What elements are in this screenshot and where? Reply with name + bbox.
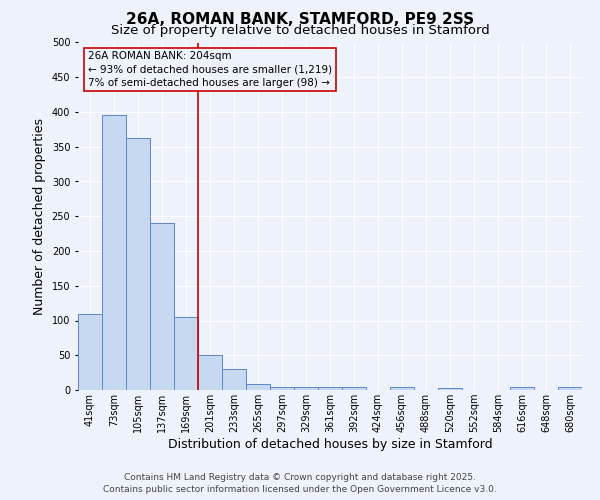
Bar (270, 386, 294, 390)
Y-axis label: Number of detached properties: Number of detached properties (33, 118, 46, 315)
Bar (174, 317, 198, 390)
Bar (318, 386, 342, 390)
Bar (510, 387, 534, 390)
Bar (198, 355, 222, 390)
Text: Size of property relative to detached houses in Stamford: Size of property relative to detached ho… (110, 24, 490, 37)
Bar (246, 384, 270, 390)
Bar (558, 387, 582, 390)
Bar (342, 386, 366, 390)
Bar (102, 116, 126, 390)
Bar (78, 314, 102, 390)
Text: Contains HM Land Registry data © Crown copyright and database right 2025.
Contai: Contains HM Land Registry data © Crown c… (103, 472, 497, 494)
Text: 26A ROMAN BANK: 204sqm
← 93% of detached houses are smaller (1,219)
7% of semi-d: 26A ROMAN BANK: 204sqm ← 93% of detached… (88, 51, 332, 88)
Bar (126, 138, 150, 390)
Bar (150, 223, 174, 390)
Bar (438, 388, 462, 390)
Bar (222, 369, 246, 390)
Text: 26A, ROMAN BANK, STAMFORD, PE9 2SS: 26A, ROMAN BANK, STAMFORD, PE9 2SS (126, 12, 474, 27)
Bar (390, 387, 414, 390)
Bar (294, 386, 318, 390)
X-axis label: Distribution of detached houses by size in Stamford: Distribution of detached houses by size … (167, 438, 493, 451)
